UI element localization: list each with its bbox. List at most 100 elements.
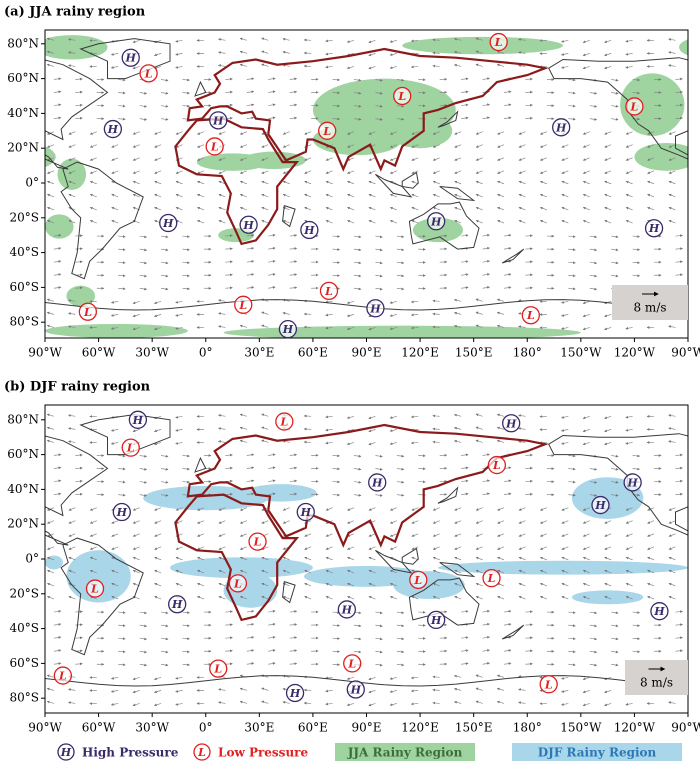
wind-vector — [67, 414, 76, 417]
wind-vector — [539, 144, 548, 148]
wind-vector — [325, 219, 333, 224]
wind-vector — [604, 39, 612, 44]
wind-vector — [46, 298, 55, 302]
wind-vector — [132, 703, 140, 707]
lat-label: 60°S — [10, 280, 40, 294]
wind-vector — [568, 637, 576, 641]
wind-vector — [182, 287, 190, 291]
lon-label: 60°E — [298, 346, 328, 360]
wind-vector — [561, 676, 569, 680]
panel-title: (b) DJF rainy region — [4, 380, 151, 395]
wind-vector — [411, 206, 419, 211]
wind-vector — [582, 569, 590, 574]
wind-vector — [304, 206, 312, 211]
wind-vector — [239, 426, 247, 430]
wind-vector — [153, 442, 162, 446]
wind-vector — [304, 533, 312, 537]
wind-vector — [139, 117, 148, 121]
wind-vector — [518, 193, 526, 198]
wind-vector — [496, 50, 505, 54]
wind-vector — [432, 180, 440, 185]
wind-vector — [175, 415, 183, 419]
wind-vector — [218, 427, 226, 430]
wind-vector — [625, 569, 633, 574]
wind-vector — [68, 507, 76, 511]
wind-vector — [453, 439, 462, 443]
wind-vector — [675, 649, 683, 653]
wind-vector — [632, 637, 641, 641]
wind-vector — [589, 650, 598, 654]
wind-vector — [518, 688, 526, 692]
wind-vector — [454, 206, 462, 211]
wind-vector — [111, 206, 119, 211]
wind-vector — [375, 624, 383, 628]
wind-vector — [582, 676, 590, 681]
wind-vector — [475, 582, 483, 587]
wind-vector — [561, 157, 569, 161]
wind-vector — [261, 311, 269, 315]
wind-vector — [496, 700, 505, 704]
wind-vector — [154, 533, 162, 537]
wind-vector — [289, 103, 298, 107]
lon-label: 150°W — [560, 721, 602, 735]
wind-vector — [46, 582, 55, 587]
wind-vector — [525, 649, 533, 653]
wind-vector — [582, 180, 590, 185]
wind-vector — [118, 287, 126, 291]
wind-vector — [525, 260, 533, 264]
wind-vector — [161, 480, 169, 484]
wind-vector — [46, 426, 55, 430]
antarctica-coast — [45, 675, 688, 687]
wind-vector — [368, 206, 376, 211]
wind-vector — [396, 248, 405, 252]
wind-vector — [475, 520, 483, 524]
wind-vector — [368, 507, 376, 511]
wind-vector — [325, 441, 333, 445]
wind-vector — [46, 206, 55, 211]
wind-vector — [239, 324, 247, 328]
lon-label: 90°W — [28, 346, 62, 360]
wind-vector — [604, 569, 612, 574]
wind-vector — [475, 298, 483, 302]
wind-vector — [589, 274, 598, 278]
legend-jja-swatch — [335, 743, 475, 761]
wind-vector — [375, 287, 383, 291]
wind-vector — [182, 650, 190, 654]
wind-vector — [518, 157, 526, 161]
wind-vector — [289, 466, 298, 470]
wind-vector — [518, 64, 526, 68]
wind-vector — [375, 663, 383, 667]
wind-vector — [225, 260, 233, 264]
wind-vector — [525, 453, 533, 457]
wind-vector — [282, 507, 290, 511]
wind-vector — [154, 157, 162, 161]
wind-vector — [325, 313, 333, 317]
wind-vector — [347, 520, 355, 524]
wind-vector — [475, 439, 483, 443]
lon-label: 180° — [513, 346, 542, 360]
wind-vector — [675, 453, 683, 457]
wind-vector — [46, 37, 55, 41]
wind-vector — [246, 90, 255, 94]
wind-vector — [647, 546, 655, 550]
wind-vector — [46, 50, 55, 54]
rainy-region — [688, 214, 700, 238]
pressure-symbol: L — [413, 574, 422, 587]
wind-vector — [453, 687, 462, 691]
wind-vector — [582, 53, 590, 57]
wind-vector — [453, 298, 462, 302]
coastline — [401, 547, 419, 565]
wind-vector — [604, 157, 612, 161]
wind-vector — [375, 650, 383, 654]
wind-vector — [154, 569, 162, 574]
wind-vector — [239, 439, 247, 443]
wind-vector — [604, 219, 612, 224]
wind-vector — [668, 51, 676, 54]
coastline — [501, 248, 525, 264]
wind-vector — [453, 324, 462, 328]
wind-vector — [453, 37, 462, 41]
wind-vector — [625, 441, 633, 445]
wind-vector — [432, 206, 440, 211]
wind-vector — [461, 636, 469, 639]
